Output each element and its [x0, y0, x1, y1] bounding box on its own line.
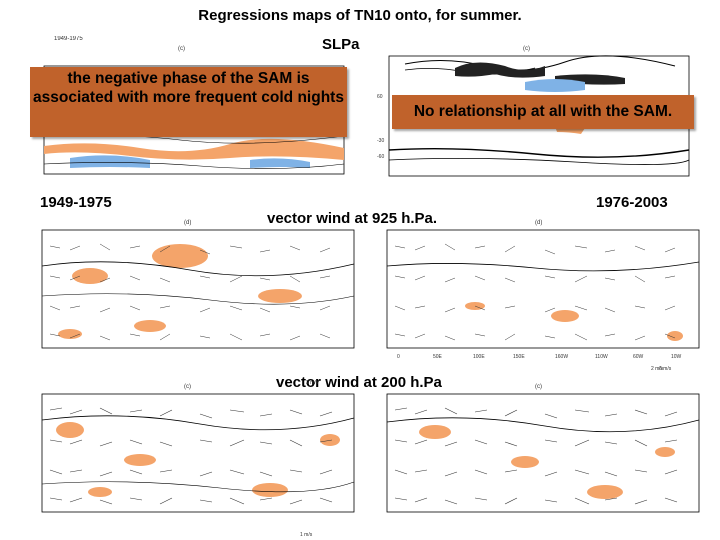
slide-title: Regressions maps of TN10 onto, for summe… [198, 7, 522, 24]
period-label-left: 1949-1975 [40, 194, 112, 211]
vector-wind-925-label: vector wind at 925 h.Pa. [267, 210, 438, 227]
vector-wind-200-label: vector wind at 200 h.Pa [276, 374, 442, 391]
x-tick: 150E [513, 354, 525, 360]
x-tick: 50E [433, 354, 443, 360]
wind-925-map-1949-1975: (d) [30, 216, 360, 366]
x-tick: 100E [473, 354, 485, 360]
map-panel-label: (c) [535, 384, 542, 390]
map-panel-label: (c) [178, 46, 185, 52]
callout-no-relationship: No relationship at all with the SAM. [392, 95, 694, 129]
map-panel-label: (d) [535, 220, 542, 226]
callout-sam-negative-phase: the negative phase of the SAM is associa… [30, 67, 347, 137]
map-panel-label: (c) [523, 46, 530, 52]
x-tick: 10W [671, 354, 682, 360]
x-tick: 110W [595, 354, 608, 360]
y-tick: -60 [377, 154, 384, 160]
wind-200-map-1976-2003: 6 m/s (c) [375, 362, 705, 540]
x-tick: 160W [555, 354, 568, 360]
callout-text: No relationship at all with the SAM. [413, 103, 673, 120]
y-tick: -30 [377, 138, 384, 144]
period-label-right: 1976-2003 [596, 194, 668, 211]
slide-subtitle: SLPa [322, 36, 360, 53]
reference-vector-label: 6 m/s [659, 366, 672, 372]
wind-200-map-1949-1975: (c) 2 m/s 1 m/s [30, 380, 360, 540]
map-period-label: 1949-1975 [54, 36, 83, 42]
y-tick: 60 [377, 94, 383, 100]
reference-vector-label: 1 m/s [300, 532, 313, 538]
reference-vector-label: 2 m/s [306, 380, 319, 386]
reference-vector-label: 2 m/s [651, 366, 664, 372]
x-tick: 60W [633, 354, 644, 360]
map-panel-label: (c) [184, 384, 191, 390]
wind-925-map-1976-2003: (d) 0 50E 100E 150E 160W 110W 60W 10W 2 … [375, 216, 705, 376]
callout-text: the negative phase of the SAM is associa… [33, 70, 344, 106]
x-tick: 0 [397, 354, 400, 360]
map-panel-label: (d) [184, 220, 191, 226]
